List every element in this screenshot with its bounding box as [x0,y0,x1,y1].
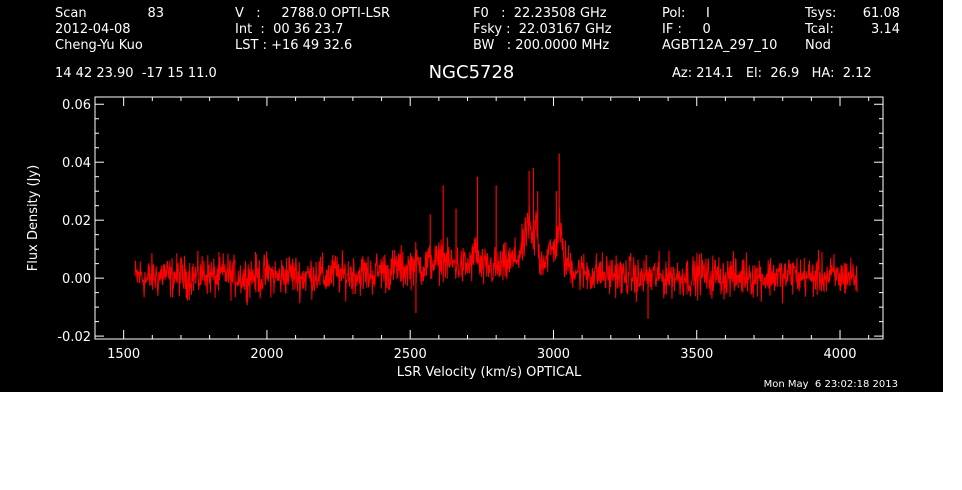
rest-frequency: F0 : 22.23508 GHz [473,6,607,21]
y-axis-label: Flux Density (Jy) [26,165,41,271]
x-tick-label: 3000 [537,347,570,362]
integration-time: Int : 00 36 23.7 [235,22,344,37]
scan-number: 83 [147,6,164,21]
chart-title: NGC5728 [428,62,515,83]
plot-frame [94,96,884,340]
x-tick-label: 2000 [250,347,283,362]
scan-label: Scan [55,6,87,21]
spectrum-chart: 1500 2000 2500 3000 3500 4000 -0.02 0.00 0.02 0.0… [26,96,884,380]
y-tick-label: -0.02 [57,330,91,345]
polarization: Pol: I [662,6,710,21]
y-tick-label: 0.02 [62,214,91,229]
switching-mode: Nod [805,38,831,53]
plot-timestamp: Mon May 6 23:02:18 2013 [763,379,898,390]
x-tick-label: 2500 [394,347,427,362]
tsys-value: 61.08 [862,6,900,21]
tcal-value: 3.14 [871,22,900,37]
velocity-line: V : 2788.0 OPTI-LSR [235,6,391,21]
bandwidth: BW : 200.0000 MHz [473,38,610,53]
lst-line: LST : +16 49 32.6 [235,38,353,53]
x-axis-label: LSR Velocity (km/s) OPTICAL [397,365,582,380]
observer-name: Cheng-Yu Kuo [55,38,143,53]
y-tick-label: 0.06 [62,98,91,113]
plot-panel: Scan 83 2012-04-08 Cheng-Yu Kuo 14 42 23… [0,0,943,392]
y-tick-label: 0.04 [62,156,91,171]
y-tick-label: 0.00 [62,272,91,287]
az-el-ha-readout: Az: 214.1 El: 26.9 HA: 2.12 [672,66,872,81]
if-number: IF : 0 [662,22,711,37]
tcal-label: Tcal: [805,22,834,37]
x-tick-label: 1500 [107,347,140,362]
source-coordinates: 14 42 23.90 -17 15 11.0 [55,66,217,81]
observation-date: 2012-04-08 [55,22,131,37]
x-tick-label: 4000 [823,347,856,362]
sky-frequency: Fsky : 22.03167 GHz [473,22,612,37]
tsys-label: Tsys: [805,6,837,21]
x-tick-label: 3500 [680,347,713,362]
project-id: AGBT12A_297_10 [662,38,778,53]
